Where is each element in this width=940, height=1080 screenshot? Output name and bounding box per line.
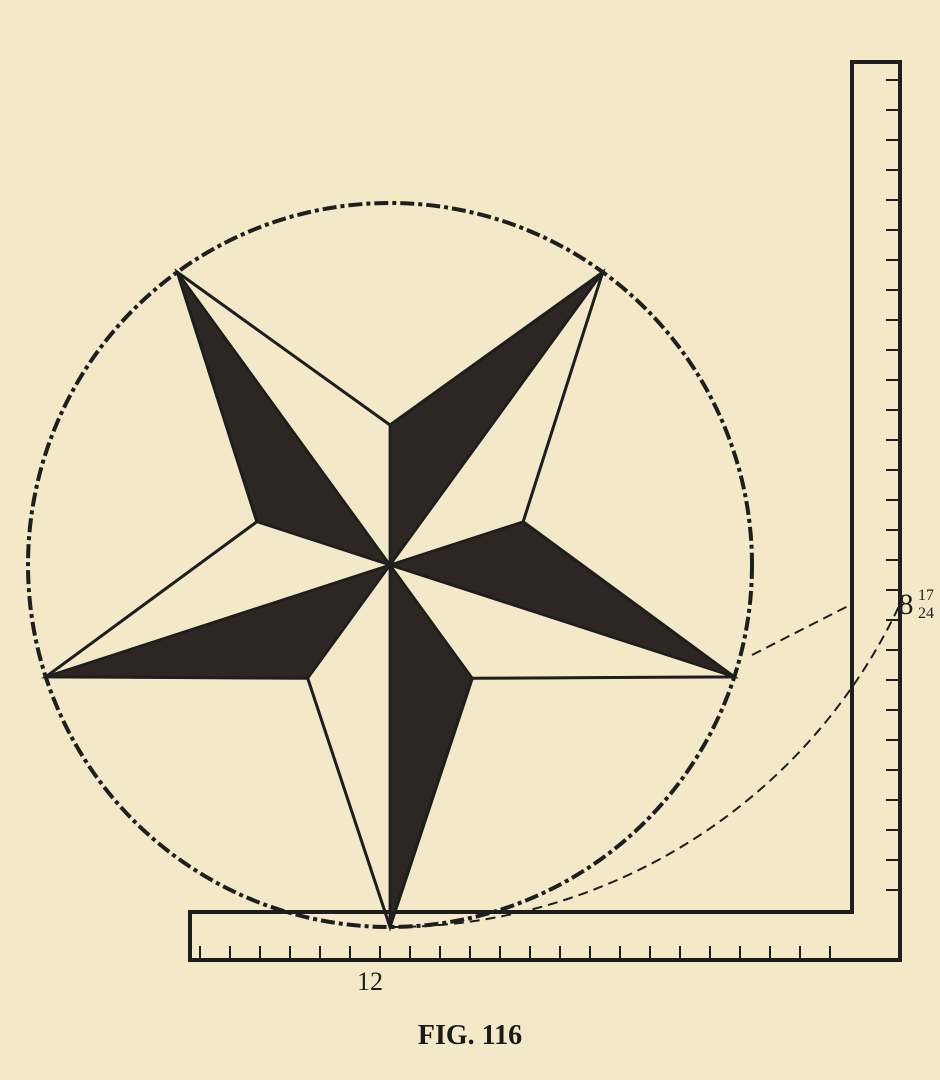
label-24: 24 — [918, 605, 934, 622]
construction-line — [752, 604, 852, 655]
star-facet-dark — [390, 565, 472, 927]
construction-arc — [390, 604, 900, 927]
figure-caption: FIG. 116 — [0, 1020, 940, 1052]
label-8: 8 — [899, 588, 914, 621]
label-12: 12 — [357, 967, 383, 996]
label-17: 17 — [918, 587, 934, 604]
